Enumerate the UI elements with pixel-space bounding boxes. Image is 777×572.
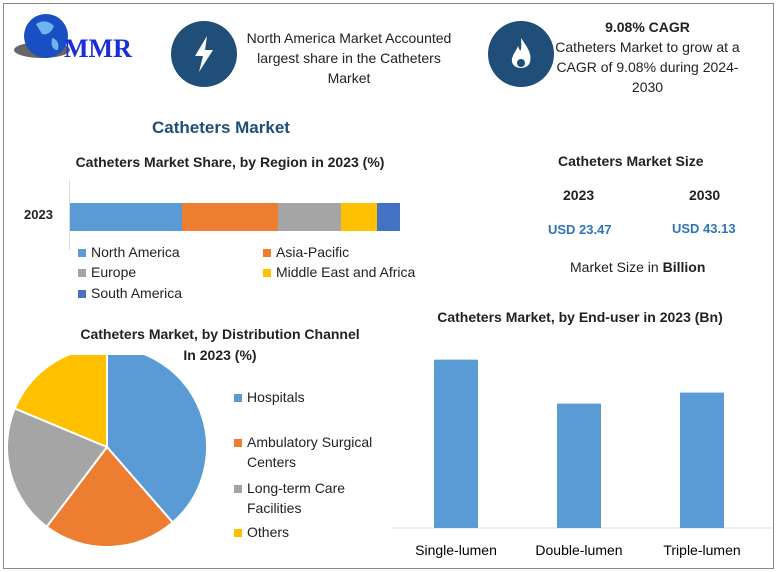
bar-double-lumen bbox=[557, 403, 601, 528]
market-size-note: Market Size in Billion bbox=[570, 259, 706, 275]
mmr-logo: MMR bbox=[12, 8, 152, 68]
pie-slice-1 bbox=[45, 445, 175, 548]
legend-mea: Middle East and Africa bbox=[263, 264, 415, 280]
region-category-label: 2023 bbox=[24, 207, 53, 222]
legend-swatch bbox=[234, 394, 242, 403]
pie-legend-item: Long-term Care Facilities bbox=[234, 478, 362, 518]
value-2030: USD 43.13 bbox=[672, 221, 736, 236]
market-size-title: Catheters Market Size bbox=[558, 153, 704, 169]
flame-icon bbox=[488, 21, 554, 87]
legend-south-america: South America bbox=[78, 285, 182, 301]
distribution-pie-chart bbox=[6, 355, 208, 548]
bar-segment-europe bbox=[277, 203, 341, 231]
value-2023: USD 23.47 bbox=[548, 222, 612, 237]
bar-triple-lumen bbox=[680, 392, 724, 528]
enduser-bar-chart: Single-lumen Double-lumen Triple-lumen bbox=[392, 359, 772, 558]
lightning-icon bbox=[171, 21, 237, 87]
pie-slice-2 bbox=[6, 407, 109, 529]
pie-chart-title: Catheters Market, by Distribution Channe… bbox=[80, 326, 360, 363]
enduser-chart-title: Catheters Market, by End-user in 2023 (B… bbox=[437, 309, 723, 325]
main-title: Catheters Market bbox=[152, 118, 290, 137]
bar-segment-asia-pacific bbox=[182, 203, 278, 231]
legend-europe: Europe bbox=[78, 264, 136, 280]
axis-line bbox=[69, 180, 70, 250]
legend-label: Hospitals bbox=[247, 389, 305, 405]
cagr-fact: 9.08% CAGR Catheters Market to grow at a… bbox=[555, 19, 740, 95]
pie-slice-3 bbox=[13, 355, 108, 449]
legend-label: Ambulatory Surgical Centers bbox=[247, 434, 373, 470]
legend-asia-pacific: Asia-Pacific bbox=[263, 244, 349, 260]
globe-icon bbox=[14, 14, 70, 58]
region-chart-title: Catheters Market Share, by Region in 202… bbox=[75, 154, 385, 170]
region-stacked-bar bbox=[70, 203, 400, 231]
legend-label: Long-term Care Facilities bbox=[247, 480, 346, 516]
legend-swatch bbox=[234, 529, 242, 538]
x-tick-label: Double-lumen bbox=[535, 542, 622, 558]
infographic-frame bbox=[3, 3, 774, 569]
bar-segment-south-america bbox=[376, 203, 400, 231]
year-2023: 2023 bbox=[563, 187, 595, 203]
legend-swatch bbox=[234, 485, 242, 494]
bar-single-lumen bbox=[434, 359, 478, 528]
pie-slice-0 bbox=[106, 355, 208, 524]
pie-legend-item: Others bbox=[234, 522, 362, 542]
legend-north-america: North America bbox=[78, 244, 180, 260]
north-america-fact: North America Market Accounted largest s… bbox=[246, 30, 452, 86]
bar-segment-middle-east-and-africa bbox=[340, 203, 377, 231]
pie-legend-item: Hospitals bbox=[234, 387, 362, 407]
x-tick-label: Single-lumen bbox=[415, 542, 497, 558]
pie-legend-item: Ambulatory Surgical Centers bbox=[234, 432, 387, 472]
bar-segment-north-america bbox=[70, 203, 183, 231]
year-2030: 2030 bbox=[689, 187, 721, 203]
legend-label: Others bbox=[247, 524, 290, 540]
x-tick-label: Triple-lumen bbox=[663, 542, 740, 558]
legend-swatch bbox=[234, 439, 242, 448]
